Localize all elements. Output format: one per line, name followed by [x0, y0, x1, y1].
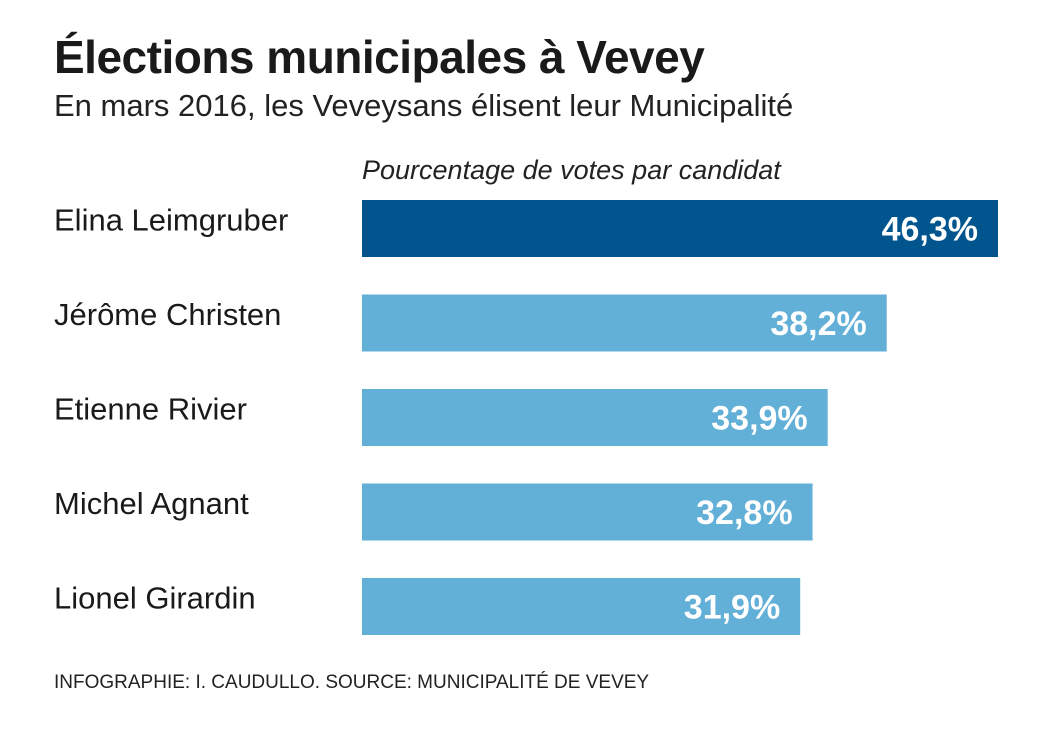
value-label: 33,9% — [711, 400, 807, 438]
chart-subtitle: En mars 2016, les Veveysans élisent leur… — [54, 88, 794, 123]
value-label: 31,9% — [684, 589, 780, 627]
bar — [362, 294, 887, 352]
value-label: 46,3% — [882, 211, 978, 249]
category-label: Jérôme Christen — [54, 297, 281, 332]
bar — [362, 389, 828, 446]
chart-title: Élections municipales à Vevey — [54, 31, 705, 83]
bars-group: Elina Leimgruber 46,3% Jérôme Christen 38,2… — [54, 200, 998, 635]
axis-title: Pourcentage de votes par candidat — [362, 155, 782, 185]
category-label: Elina Leimgruber — [54, 203, 288, 238]
category-label: Michel Agnant — [54, 486, 249, 521]
bar-chart: Pourcentage de votes par candidat Elina … — [54, 155, 998, 635]
source-credit: INFOGRAPHIE: I. CAUDULLO. SOURCE: MUNICI… — [54, 672, 650, 693]
category-label: Etienne Rivier — [54, 392, 247, 427]
bar — [362, 578, 801, 635]
bar — [362, 483, 813, 541]
category-label: Lionel Girardin — [54, 581, 256, 616]
bar — [362, 200, 998, 257]
value-label: 32,8% — [696, 494, 792, 532]
value-label: 38,2% — [770, 305, 866, 343]
